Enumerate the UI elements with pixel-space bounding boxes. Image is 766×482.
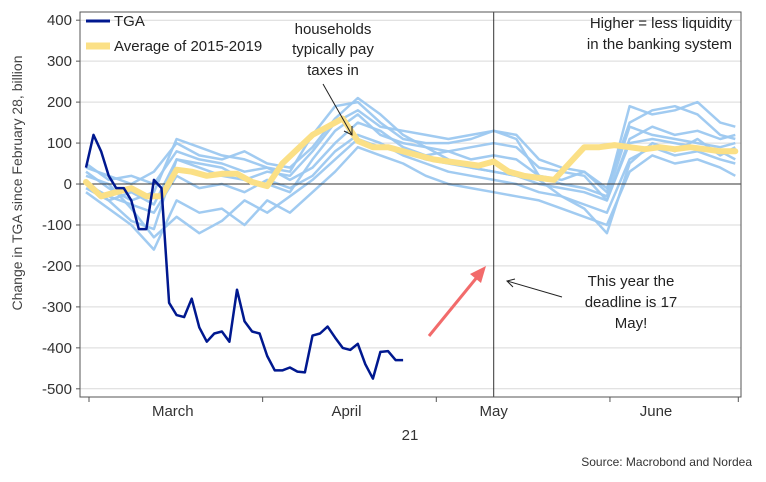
annotation-deadline-line-3: May! [615, 315, 648, 332]
highlight-arrow-head [470, 266, 486, 283]
source-note: Source: Macrobond and Nordea [581, 455, 752, 469]
y-tick-label: 0 [64, 176, 72, 193]
x-tick-label: June [640, 403, 673, 420]
history-line [85, 100, 736, 231]
highlight-arrow [427, 266, 486, 337]
annotation-households-line-3: taxes in [307, 62, 359, 79]
annotation-deadline-line-1: This year the [588, 273, 675, 290]
annotation-deadline-line-2: deadline is 17 [585, 294, 678, 311]
x-tick-label: April [331, 403, 361, 420]
series-line-average [83, 115, 739, 200]
y-tick-label: 200 [47, 94, 72, 111]
historical-lines [85, 96, 736, 251]
x-axis-label: 21 [402, 427, 419, 444]
history-line [85, 96, 736, 198]
y-tick-label: 100 [47, 135, 72, 152]
annotation-households: households typically pay taxes in [292, 21, 374, 136]
annotation-deadline-arrowhead [506, 278, 516, 288]
history-line [85, 145, 736, 251]
history-line [85, 133, 736, 214]
x-axis-ticks: March April May June [88, 397, 739, 420]
y-axis-ticks: 400 300 200 100 0 -100 -200 -300 -400 -500 [42, 12, 80, 398]
highlight-arrow-shaft [427, 275, 480, 337]
legend-label-tga: TGA [114, 13, 145, 30]
x-tick-label: March [152, 403, 194, 420]
series-line-tga [84, 133, 404, 380]
annotation-households-arrow [322, 83, 353, 136]
y-tick-label: 400 [47, 12, 72, 29]
gridlines [80, 19, 741, 390]
x-tick-label: May [480, 403, 509, 420]
series-lines [83, 115, 739, 380]
y-tick-label: -500 [42, 381, 72, 398]
annotation-households-line-2: typically pay [292, 41, 374, 58]
annotation-households-line-1: households [295, 21, 372, 38]
y-tick-label: -100 [42, 217, 72, 234]
plot-frame [79, 11, 742, 398]
annotation-liquidity: Higher = less liquidity in the banking s… [587, 15, 733, 53]
annotation-deadline: This year the deadline is 17 May! [506, 273, 678, 332]
annotation-households-arrowhead [343, 126, 353, 136]
annotation-liquidity-line-2: in the banking system [587, 36, 732, 53]
y-tick-label: 300 [47, 53, 72, 70]
annotation-deadline-arrow [506, 280, 563, 298]
annotation-liquidity-line-1: Higher = less liquidity [590, 15, 733, 32]
legend: TGA Average of 2015-2019 [86, 13, 262, 55]
y-tick-label: -300 [42, 299, 72, 316]
legend-label-average: Average of 2015-2019 [114, 38, 262, 55]
y-tick-label: -400 [42, 340, 72, 357]
y-tick-label: -200 [42, 258, 72, 275]
history-line [85, 113, 736, 206]
y-axis-label: Change in TGA since February 28, billion [9, 56, 25, 311]
